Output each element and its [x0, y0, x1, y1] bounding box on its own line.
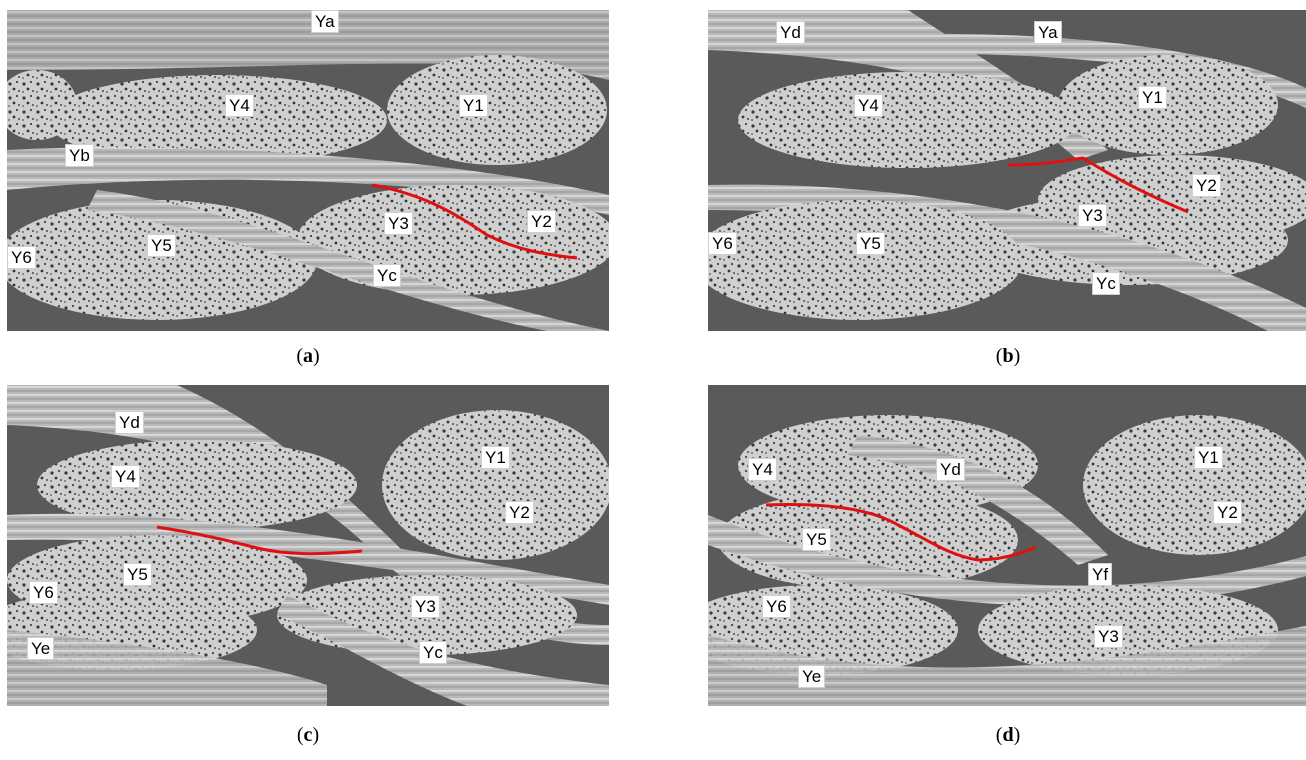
yarn-label: Ye	[798, 665, 826, 688]
micrograph-image-d	[708, 385, 1306, 706]
yarn-label: Yd	[936, 458, 965, 481]
yarn-label: Y1	[459, 94, 488, 117]
yarn-label: Y4	[748, 458, 777, 481]
micrograph-panel-d: Y4 Yd Y1 Y5 Y2 Yf Y6 Y3 Ye	[708, 385, 1306, 706]
yarn-label: Y6	[708, 232, 737, 255]
micrograph-panel-b: Yd Ya Y4 Y1 Y2 Y3 Y6 Y5 Yc	[708, 10, 1306, 331]
yarn-label: Y2	[505, 501, 534, 524]
yarn-label: Y5	[856, 232, 885, 255]
micrograph-image-a	[7, 10, 609, 331]
yarn-label: Y2	[1213, 501, 1242, 524]
yarn-label: Y6	[29, 581, 58, 604]
yarn-label: Yc	[373, 264, 401, 287]
yarn-label: Yb	[65, 144, 94, 167]
yarn-label: Y1	[481, 446, 510, 469]
yarn-label: Y6	[762, 595, 791, 618]
yarn-label: Yc	[1092, 272, 1120, 295]
yarn-label: Ya	[311, 10, 339, 33]
yarn-label: Y5	[123, 563, 152, 586]
yarn-label: Y1	[1138, 86, 1167, 109]
yarn-label: Ye	[27, 637, 55, 660]
yarn-label: Y5	[147, 234, 176, 257]
yarn-label: Y4	[111, 465, 140, 488]
yarn-label: Yc	[419, 641, 447, 664]
panel-caption-b: (b)	[995, 345, 1021, 367]
micrograph-image-b	[708, 10, 1306, 331]
yarn-label: Y2	[527, 210, 556, 233]
yarn-label: Ya	[1034, 21, 1062, 44]
micrograph-panel-c: Yd Y1 Y4 Y2 Y5 Y6 Y3 Ye Yc	[7, 385, 609, 706]
yarn-label: Y4	[225, 94, 254, 117]
yarn-label: Y3	[1078, 204, 1107, 227]
yarn-label: Yd	[115, 411, 144, 434]
micrograph-panel-a: Ya Y4 Y1 Yb Y3 Y2 Y6 Y5 Yc	[7, 10, 609, 331]
yarn-label: Y6	[7, 246, 36, 269]
yarn-label: Y3	[1094, 625, 1123, 648]
yarn-label: Yf	[1088, 563, 1113, 586]
yarn-label: Y3	[384, 212, 413, 235]
yarn-label: Y5	[802, 528, 831, 551]
yarn-label: Yd	[776, 21, 805, 44]
yarn-label: Y2	[1192, 174, 1221, 197]
yarn-label: Y4	[854, 94, 883, 117]
micrograph-image-c	[7, 385, 609, 706]
yarn-label: Y3	[411, 595, 440, 618]
panel-caption-a: (a)	[296, 345, 320, 367]
yarn-label: Y1	[1194, 446, 1223, 469]
panel-caption-c: (c)	[296, 724, 320, 746]
panel-caption-d: (d)	[995, 724, 1021, 746]
